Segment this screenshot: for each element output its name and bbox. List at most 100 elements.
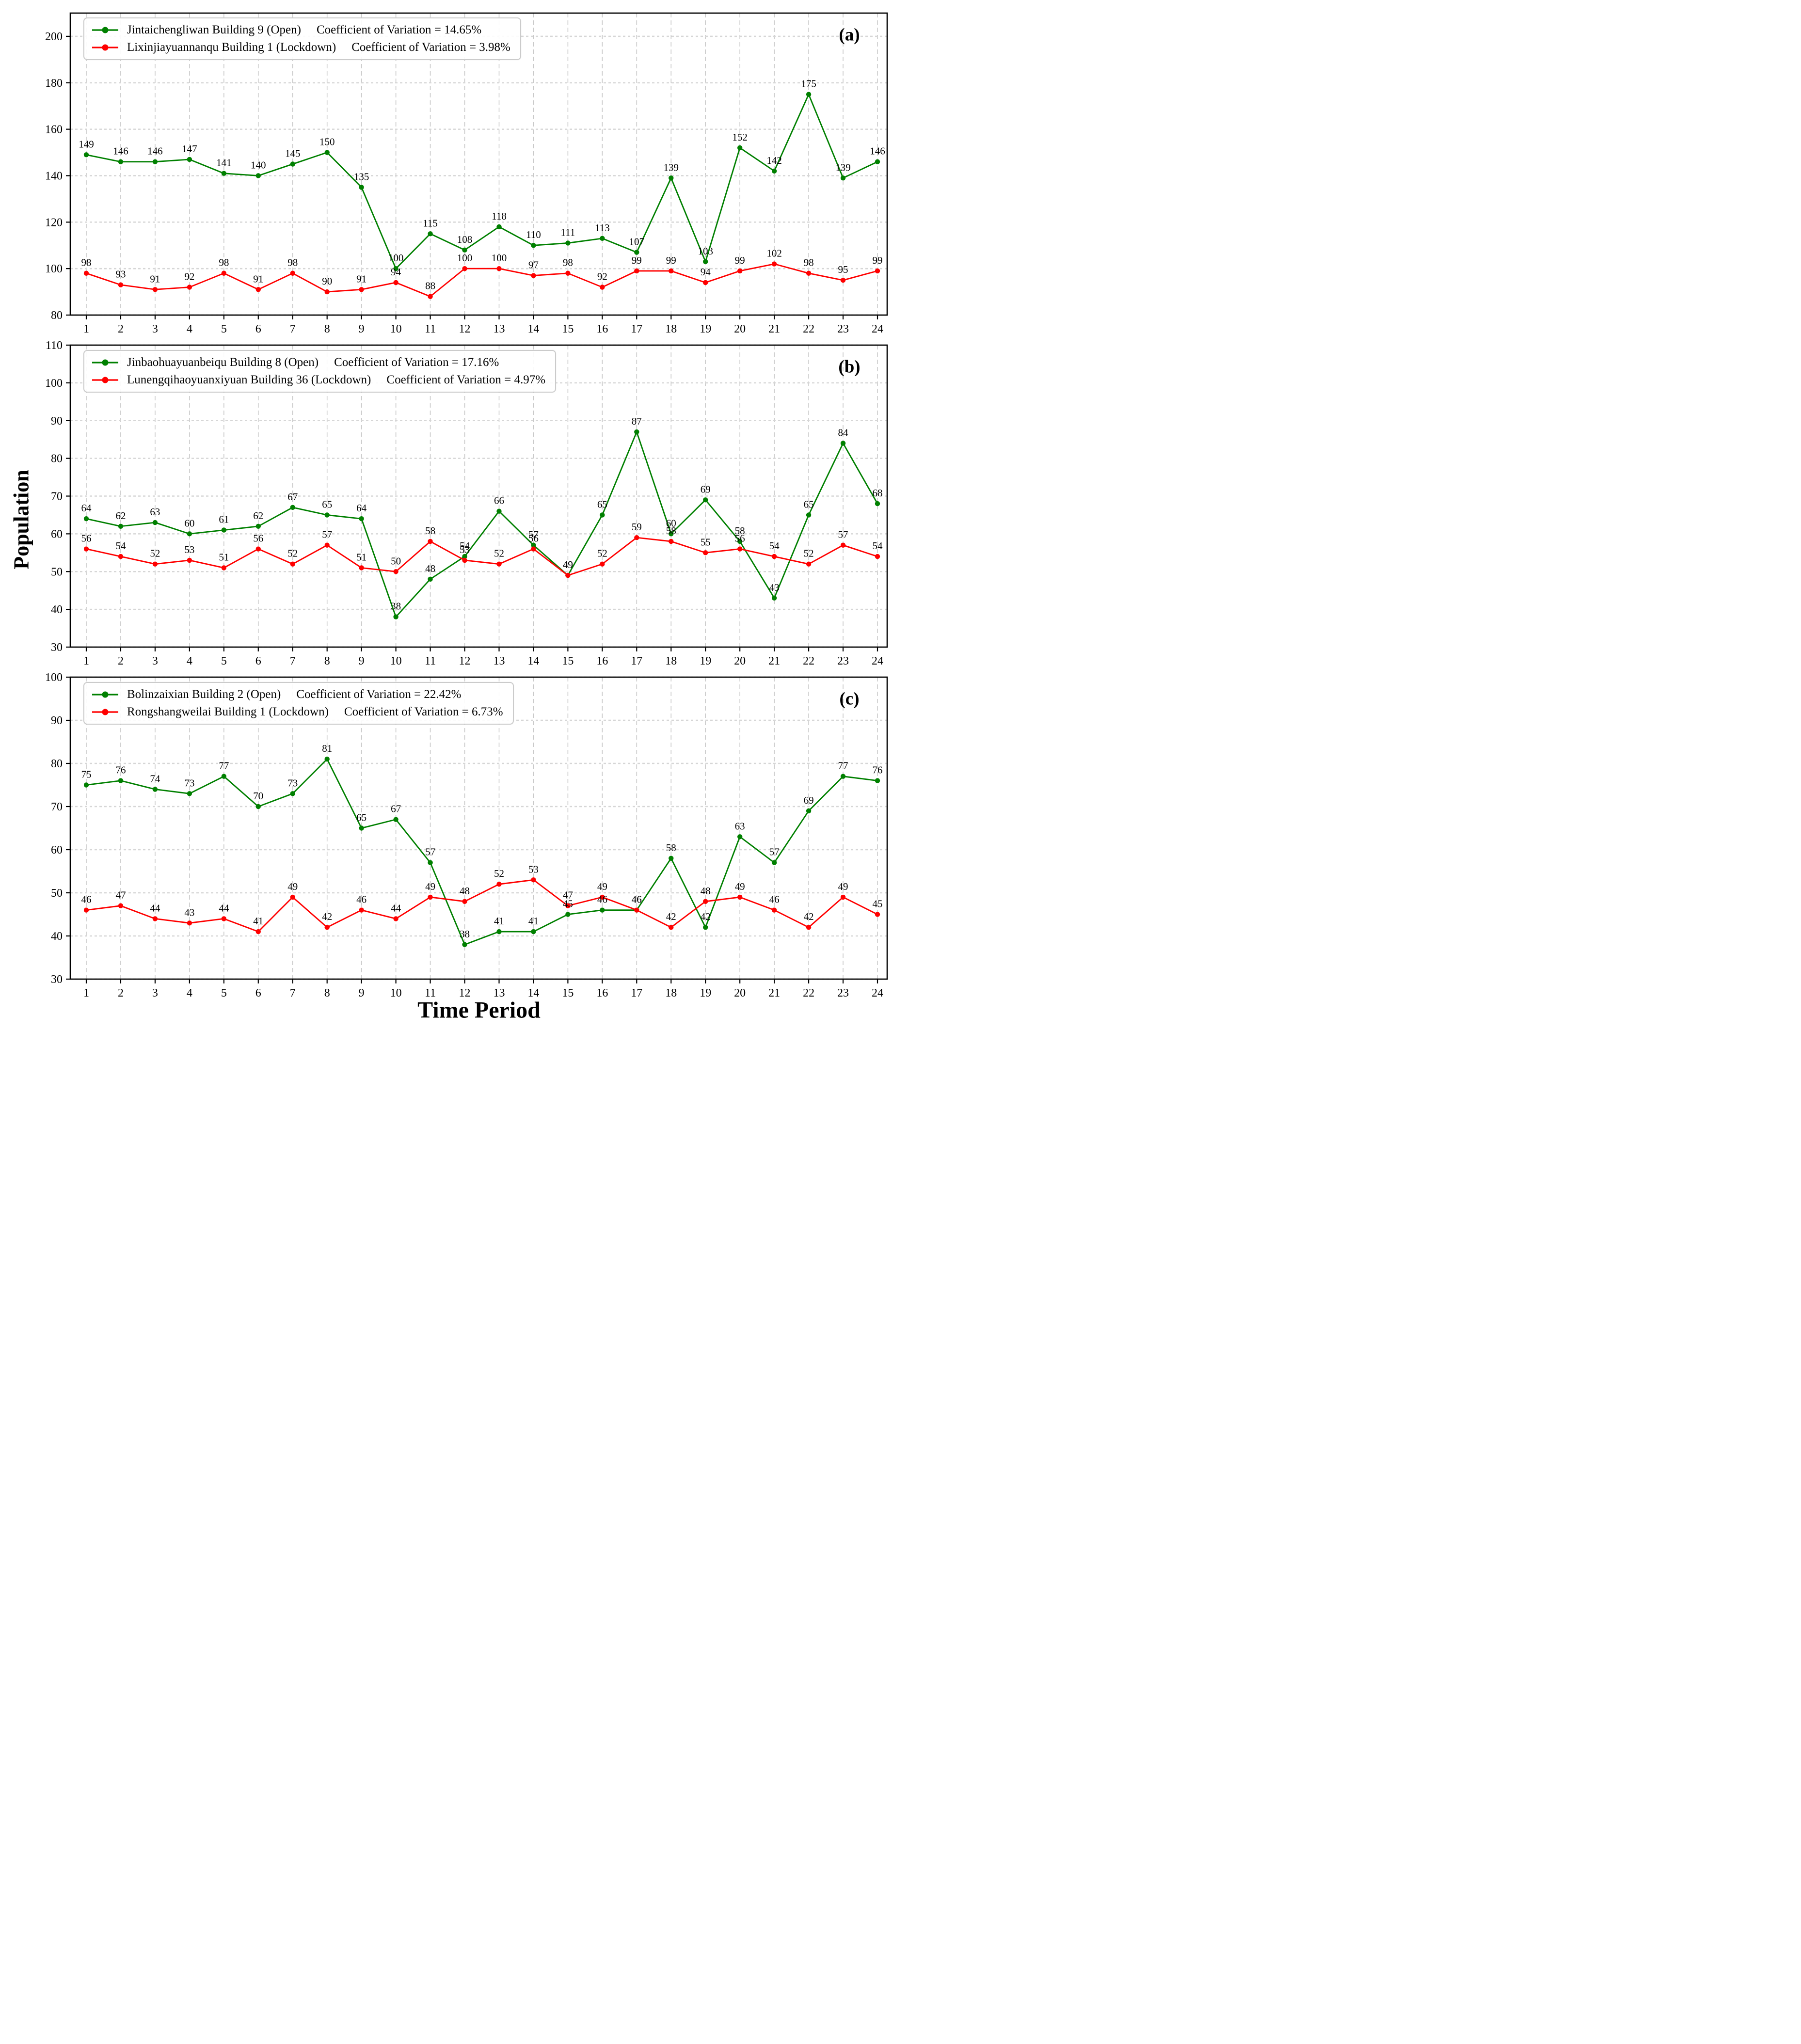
svg-text:45: 45 bbox=[873, 898, 883, 910]
svg-text:70: 70 bbox=[51, 801, 63, 813]
line-marker-icon bbox=[92, 27, 118, 33]
svg-text:57: 57 bbox=[322, 529, 332, 540]
svg-text:63: 63 bbox=[150, 506, 160, 518]
svg-text:18: 18 bbox=[665, 655, 677, 667]
svg-text:24: 24 bbox=[872, 655, 883, 667]
svg-text:115: 115 bbox=[423, 217, 438, 229]
svg-text:118: 118 bbox=[492, 210, 507, 222]
svg-text:54: 54 bbox=[769, 540, 780, 552]
svg-text:91: 91 bbox=[150, 273, 160, 285]
svg-text:4: 4 bbox=[187, 987, 192, 999]
svg-text:11: 11 bbox=[425, 323, 436, 335]
svg-text:14: 14 bbox=[527, 987, 539, 999]
svg-text:38: 38 bbox=[460, 928, 470, 940]
svg-text:48: 48 bbox=[460, 885, 470, 897]
svg-text:53: 53 bbox=[528, 863, 539, 875]
svg-text:13: 13 bbox=[493, 987, 505, 999]
svg-text:51: 51 bbox=[356, 551, 367, 563]
svg-text:139: 139 bbox=[835, 161, 851, 173]
svg-text:80: 80 bbox=[51, 758, 63, 770]
svg-text:8: 8 bbox=[324, 987, 330, 999]
svg-text:100: 100 bbox=[457, 252, 473, 264]
svg-text:76: 76 bbox=[873, 764, 883, 776]
svg-text:23: 23 bbox=[837, 987, 849, 999]
svg-text:15: 15 bbox=[562, 323, 574, 335]
svg-text:9: 9 bbox=[359, 655, 365, 667]
svg-text:99: 99 bbox=[632, 254, 642, 266]
svg-text:92: 92 bbox=[597, 270, 607, 282]
svg-text:21: 21 bbox=[768, 987, 780, 999]
svg-text:4: 4 bbox=[187, 323, 192, 335]
legend-cv-label: Coefficient of Variation = 4.97% bbox=[386, 373, 546, 386]
legend-item-open-c: Bolinzaixian Building 2 (Open) Coefficie… bbox=[91, 688, 503, 701]
svg-text:3: 3 bbox=[152, 987, 158, 999]
svg-text:54: 54 bbox=[115, 540, 126, 552]
legend-panel-c: Bolinzaixian Building 2 (Open) Coefficie… bbox=[83, 682, 514, 725]
svg-text:140: 140 bbox=[45, 170, 63, 182]
svg-text:13: 13 bbox=[493, 323, 505, 335]
svg-text:54: 54 bbox=[460, 540, 470, 552]
svg-text:69: 69 bbox=[701, 483, 711, 495]
svg-text:60: 60 bbox=[51, 528, 63, 540]
line-marker-icon bbox=[92, 709, 118, 715]
svg-text:60: 60 bbox=[184, 517, 194, 529]
legend-series-label: Lixinjiayuannanqu Building 1 (Lockdown) bbox=[127, 41, 336, 54]
svg-text:90: 90 bbox=[51, 714, 63, 727]
legend-item-lockdown-a: Lixinjiayuannanqu Building 1 (Lockdown) … bbox=[91, 41, 510, 54]
svg-text:80: 80 bbox=[51, 453, 63, 465]
svg-text:147: 147 bbox=[182, 143, 197, 155]
svg-text:62: 62 bbox=[253, 510, 263, 522]
svg-text:107: 107 bbox=[629, 236, 645, 248]
legend-cv-label: Coefficient of Variation = 6.73% bbox=[344, 705, 503, 718]
svg-text:53: 53 bbox=[460, 544, 470, 555]
svg-text:3: 3 bbox=[152, 323, 158, 335]
svg-text:45: 45 bbox=[563, 898, 573, 910]
svg-text:54: 54 bbox=[873, 540, 883, 552]
svg-text:46: 46 bbox=[632, 894, 642, 905]
panel-label-c: (c) bbox=[839, 689, 860, 709]
svg-text:100: 100 bbox=[45, 263, 63, 275]
svg-text:67: 67 bbox=[391, 803, 401, 815]
svg-text:93: 93 bbox=[115, 269, 126, 280]
svg-text:65: 65 bbox=[322, 498, 332, 510]
svg-text:56: 56 bbox=[528, 533, 539, 544]
legend-series-label: Lunengqihaoyuanxiyuan Building 36 (Lockd… bbox=[127, 373, 371, 386]
svg-text:99: 99 bbox=[735, 254, 745, 266]
svg-text:98: 98 bbox=[81, 257, 92, 269]
svg-text:90: 90 bbox=[51, 415, 63, 428]
svg-text:20: 20 bbox=[734, 655, 746, 667]
svg-text:49: 49 bbox=[563, 559, 573, 570]
legend-series-label: Rongshangweilai Building 1 (Lockdown) bbox=[127, 705, 329, 718]
svg-text:8: 8 bbox=[324, 655, 330, 667]
svg-text:24: 24 bbox=[872, 323, 883, 335]
svg-text:17: 17 bbox=[631, 323, 642, 335]
svg-text:200: 200 bbox=[45, 31, 63, 43]
svg-text:5: 5 bbox=[221, 323, 227, 335]
svg-text:41: 41 bbox=[494, 915, 504, 927]
svg-text:49: 49 bbox=[563, 559, 573, 570]
svg-text:9: 9 bbox=[359, 987, 365, 999]
svg-text:42: 42 bbox=[666, 911, 676, 922]
svg-text:51: 51 bbox=[219, 551, 229, 563]
svg-text:94: 94 bbox=[701, 266, 711, 278]
svg-text:2: 2 bbox=[118, 323, 124, 335]
svg-text:52: 52 bbox=[494, 548, 504, 559]
svg-text:139: 139 bbox=[664, 161, 679, 173]
svg-text:2: 2 bbox=[118, 655, 124, 667]
svg-text:6: 6 bbox=[255, 323, 261, 335]
svg-text:98: 98 bbox=[563, 257, 573, 269]
y-axis-title: Population bbox=[9, 470, 33, 570]
svg-text:100: 100 bbox=[492, 252, 507, 264]
svg-text:58: 58 bbox=[735, 525, 745, 537]
svg-text:66: 66 bbox=[494, 495, 504, 507]
svg-text:91: 91 bbox=[356, 273, 367, 285]
svg-text:92: 92 bbox=[184, 270, 194, 282]
svg-text:11: 11 bbox=[425, 655, 436, 667]
svg-text:62: 62 bbox=[115, 510, 126, 522]
panel-label-b: (b) bbox=[838, 357, 861, 377]
svg-text:102: 102 bbox=[766, 248, 782, 259]
legend-cv-label: Coefficient of Variation = 22.42% bbox=[296, 688, 462, 701]
svg-text:91: 91 bbox=[253, 273, 263, 285]
svg-text:98: 98 bbox=[804, 257, 814, 269]
svg-text:73: 73 bbox=[184, 777, 194, 789]
